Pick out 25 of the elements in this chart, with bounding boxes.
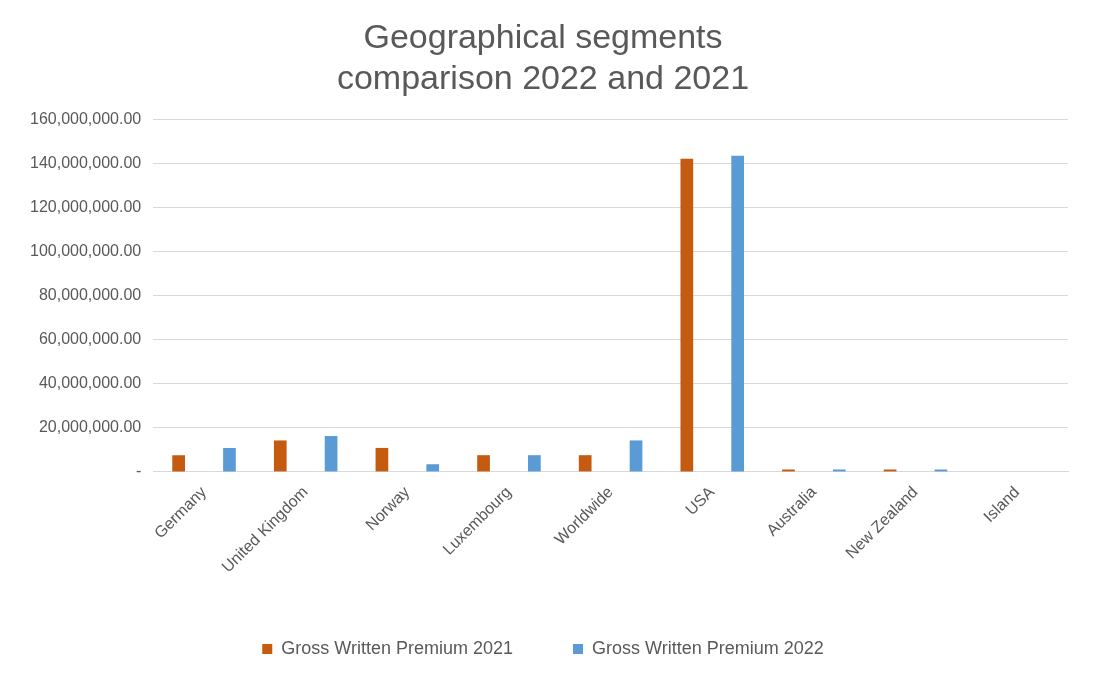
y-tick-label: 100,000,000.00	[30, 242, 142, 260]
y-tick-label: 20,000,000.00	[38, 418, 142, 436]
bar	[629, 440, 643, 472]
legend-label: Gross Written Premium 2021	[281, 637, 514, 658]
y-tick-label: 140,000,000.00	[30, 154, 142, 172]
bar	[172, 455, 185, 472]
y-tick-label: 60,000,000.00	[38, 330, 142, 348]
bar	[680, 158, 694, 472]
x-tick-label: USA	[682, 482, 718, 519]
bar	[273, 440, 287, 472]
bar	[324, 436, 338, 472]
bar	[578, 455, 592, 472]
bar	[477, 455, 490, 472]
chart-title: Geographical segments comparison 2022 and 2021	[336, 16, 750, 96]
bar	[223, 447, 236, 472]
bar	[426, 464, 440, 472]
y-tick-label: 120,000,000.00	[30, 198, 142, 216]
y-tick-label: -	[135, 462, 142, 480]
bar	[375, 447, 389, 472]
y-tick-label: 80,000,000.00	[38, 286, 142, 304]
y-tick-label: 160,000,000.00	[30, 110, 142, 128]
y-tick-label: 40,000,000.00	[38, 374, 142, 392]
legend-label: Gross Written Premium 2022	[592, 637, 824, 658]
bar	[528, 455, 541, 472]
bar	[731, 155, 745, 472]
